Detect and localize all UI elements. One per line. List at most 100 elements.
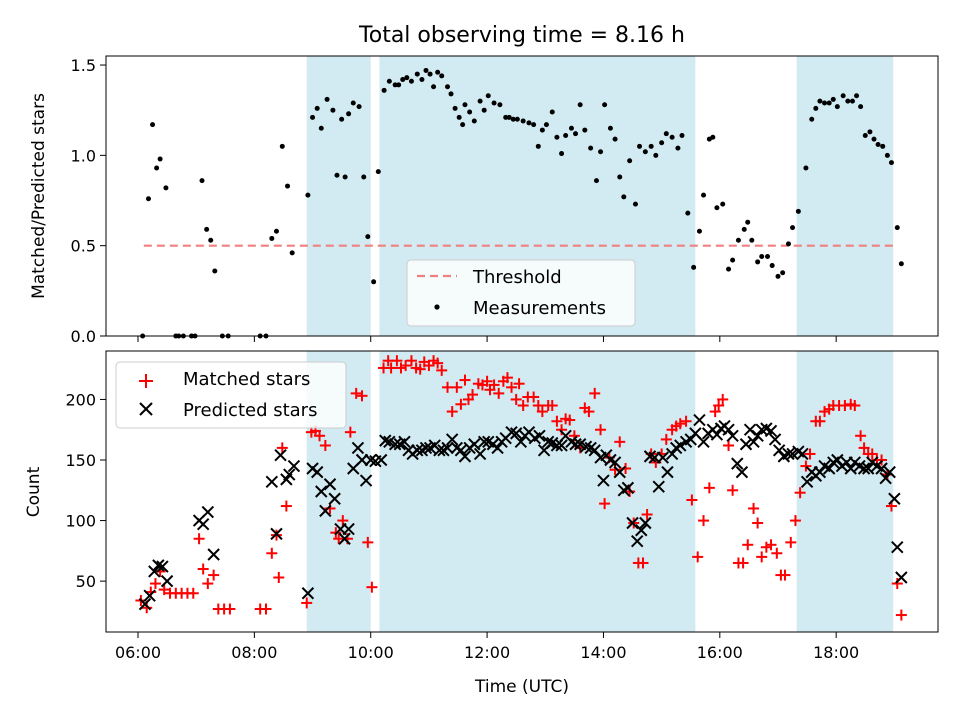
measurement-point [324,96,330,102]
bottom-plot-frame [105,350,939,633]
matched-stars-point [501,372,513,384]
legend-threshold-label: Threshold [472,267,562,288]
measurement-point [803,165,809,171]
measurement-point [559,151,565,157]
measurement-point [813,105,819,111]
y-tick-label: 0.5 [71,237,96,256]
predicted-stars-point [359,474,373,487]
predicted-stars-point [458,450,472,463]
top-y-axis-label: Matched/Predicted stars [29,93,49,299]
matched-stars-point [224,603,236,615]
matched-stars-point [344,426,356,438]
measurement-point [365,234,371,240]
measurement-point [675,145,681,151]
measurement-point [427,71,433,77]
predicted-stars-point [883,465,896,479]
matched-stars-point [319,439,331,451]
matched-stars-point [467,389,479,401]
measurement-point [471,118,477,124]
predicted-stars-point [656,451,670,464]
predicted-stars-point [207,548,220,561]
x-tick-label: 14:00 [580,643,626,662]
matched-stars-point [459,374,471,386]
measurement-point [612,136,618,142]
measurement-point [467,109,473,115]
matched-stars-point [301,597,313,609]
predicted-stars-point [287,459,301,473]
predicted-stars-point [697,435,710,449]
predicted-stars-point [270,527,283,541]
predicted-stars-point [579,440,593,453]
measurement-point [510,116,516,122]
measurement-point [481,107,487,113]
y-tick-label: 200 [65,390,96,409]
predicted-stars-point [735,465,749,479]
predicted-stars-point [338,532,351,545]
matched-stars-point [599,498,611,510]
measurement-point [549,109,555,115]
predicted-stars-point [148,565,161,578]
measurement-point [305,192,311,198]
matched-stars-point [149,578,161,590]
matched-stars-point [637,557,649,569]
matched-stars-point [727,484,739,496]
measurement-point [679,132,685,138]
measurement-point [543,122,549,128]
y-tick-label: 1.5 [71,56,96,75]
legend-measurements-label: Measurements [473,298,606,319]
matched-stars-point [595,424,607,436]
measurement-point [759,254,765,260]
top-plot-frame [105,55,939,337]
measurement-point [685,210,691,216]
predicted-stars-point [608,456,622,469]
measurement-point [163,185,169,191]
measurement-point [875,142,881,148]
matched-stars-point [686,494,698,506]
matched-stars-point [692,551,704,563]
matched-stars-point [158,584,170,596]
matched-stars-point [620,462,632,474]
measurement-point [460,122,466,128]
matched-stars-point [276,442,288,454]
predicted-stars-point [844,462,857,475]
measurement-point [361,174,367,180]
measurement-point [602,102,608,108]
predicted-stars-point [468,438,481,451]
predicted-stars-point [888,492,901,505]
measurement-point [720,201,726,207]
matched-stars-point [698,515,710,527]
predicted-stars-point [747,435,760,449]
matched-stars-point [748,502,760,514]
matched-stars-point [350,387,362,399]
legend-predicted-swatch [139,402,153,416]
shaded-interval [306,56,371,336]
predicted-stars-point [661,465,674,479]
matched-stars-point [589,387,601,399]
predicted-stars-point [569,438,582,451]
y-tick-label: 50 [76,572,96,591]
predicted-stars-point [533,429,546,442]
matched-stars-point [414,363,426,375]
measurement-point [775,273,781,279]
measurement-point [279,143,285,149]
predicted-stars-point [891,541,904,554]
predicted-stars-point [310,465,324,479]
matched-stars-point [680,415,692,427]
predicted-stars-point [201,505,215,519]
measurement-point [745,219,751,225]
predicted-stars-point [445,433,459,446]
measurement-point [375,169,381,175]
matched-stars-point [314,430,326,442]
measurement-point [637,143,643,149]
measurement-point [696,228,702,234]
measurement-point [439,73,445,79]
matched-stars-point [366,581,378,593]
top-y-ticks: 0.0 0.5 1.0 1.5 [71,56,106,346]
measurement-point [456,114,462,120]
measurement-point [714,205,720,211]
predicted-stars-point [473,447,487,461]
matched-stars-point [141,602,153,614]
matched-stars-point [800,460,812,472]
matched-stars-point [641,509,653,521]
measurement-point [691,264,697,270]
